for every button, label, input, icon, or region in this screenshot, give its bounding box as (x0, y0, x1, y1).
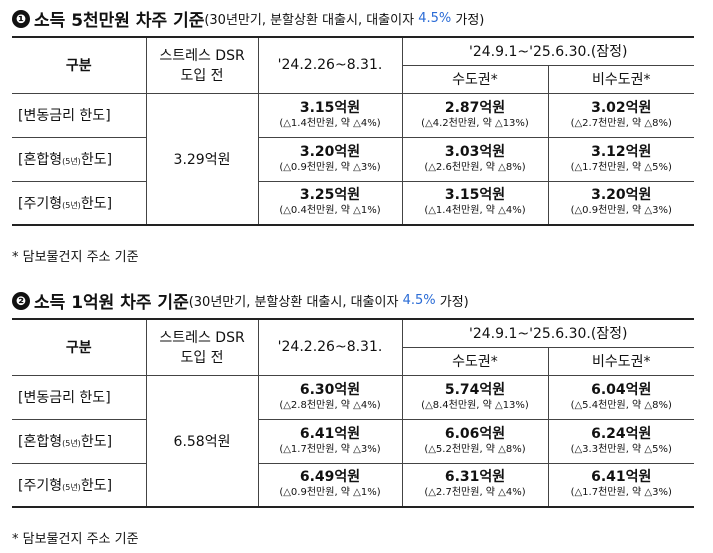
cell-metro: 3.15억원 (△1.4천만원, 약 △4%) (401, 180, 549, 226)
cell-period-1: 6.41억원 (△1.7천만원, 약 △3%) (257, 418, 403, 464)
table-row: [변동금리 한도] 6.58억원 6.30억원 (△2.8천만원, 약 △4%) … (12, 374, 694, 508)
cell-period-1: 3.20억원 (△0.9천만원, 약 △3%) (257, 136, 403, 182)
section-subtitle: (30년만기, 분할상환 대출시, 대출이자 (188, 295, 403, 310)
footnote: * 담보물건지 주소 기준 (12, 532, 139, 547)
header-category: 구분 (12, 318, 147, 376)
section-1: ❶ 소득 5천만원 차주 기준(30년만기, 분할상환 대출시, 대출이자 4.5… (12, 6, 702, 268)
header-period-2: '24.9.1~'25.6.30.(잠정) (401, 36, 694, 66)
header-category: 구분 (12, 36, 147, 94)
row-label: [혼합형(5년)한도] (12, 418, 147, 464)
cell-nonmetro: 6.04억원 (△5.4천만원, 약 △8%) (547, 374, 694, 420)
section-2-heading: ❷ 소득 1억원 차주 기준(30년만기, 분할상환 대출시, 대출이자 4.5%… (12, 288, 469, 314)
cell-metro: 2.87억원 (△4.2천만원, 약 △13%) (401, 92, 549, 138)
cell-period-1: 6.30억원 (△2.8천만원, 약 △4%) (257, 374, 403, 420)
cell-metro: 3.03억원 (△2.6천만원, 약 △8%) (401, 136, 549, 182)
loan-limit-table-1: 구분 스트레스 DSR 도입 전 '24.2.26~8.31. '24.9.1~… (12, 36, 694, 226)
table-row: [혼합형(5년)한도] 3.20억원 (△0.9천만원, 약 △3%) 3.03억… (12, 136, 694, 182)
baseline-value: 6.58억원 (145, 374, 259, 508)
cell-nonmetro: 3.02억원 (△2.7천만원, 약 △8%) (547, 92, 694, 138)
cell-period-1: 3.25억원 (△0.4천만원, 약 △1%) (257, 180, 403, 226)
loan-limit-table-2: 구분 스트레스 DSR 도입 전 '24.2.26~8.31. '24.9.1~… (12, 318, 694, 508)
row-label: [혼합형(5년)한도] (12, 136, 147, 182)
cell-period-1: 3.15억원 (△1.4천만원, 약 △4%) (257, 92, 403, 138)
row-label: [주기형(5년)한도] (12, 180, 147, 226)
footnote: * 담보물건지 주소 기준 (12, 250, 139, 265)
cell-nonmetro: 3.20억원 (△0.9천만원, 약 △3%) (547, 180, 694, 226)
table-row: [주기형(5년)한도] 3.25억원 (△0.4천만원, 약 △1%) 3.15억… (12, 180, 694, 226)
header-period-2: '24.9.1~'25.6.30.(잠정) (401, 318, 694, 348)
section-subtitle: (30년만기, 분할상환 대출시, 대출이자 (204, 13, 419, 28)
table-row: [혼합형(5년)한도] 6.41억원 (△1.7천만원, 약 △3%) 6.06억… (12, 418, 694, 464)
header-pre-dsr: 스트레스 DSR 도입 전 (145, 318, 259, 376)
section-title: 소득 1억원 차주 기준 (34, 293, 189, 313)
cell-metro: 6.06억원 (△5.2천만원, 약 △8%) (401, 418, 549, 464)
cell-period-1: 6.49억원 (△0.9천만원, 약 △1%) (257, 462, 403, 508)
header-period-1: '24.2.26~8.31. (257, 36, 403, 94)
table-row: [주기형(5년)한도] 6.49억원 (△0.9천만원, 약 △1%) 6.31억… (12, 462, 694, 508)
cell-nonmetro: 6.24억원 (△3.3천만원, 약 △5%) (547, 418, 694, 464)
section-number-badge: ❶ (12, 9, 30, 28)
cell-nonmetro: 3.12억원 (△1.7천만원, 약 △5%) (547, 136, 694, 182)
section-1-heading: ❶ 소득 5천만원 차주 기준(30년만기, 분할상환 대출시, 대출이자 4.5… (12, 6, 484, 32)
row-label: [변동금리 한도] (12, 374, 147, 420)
header-period-1: '24.2.26~8.31. (257, 318, 403, 376)
header-metro: 수도권* (402, 64, 549, 94)
header-nonmetro: 비수도권* (547, 64, 694, 94)
interest-rate: 4.5% (418, 11, 452, 26)
header-pre-dsr: 스트레스 DSR 도입 전 (145, 36, 259, 94)
header-nonmetro: 비수도권* (547, 346, 694, 376)
section-title: 소득 5천만원 차주 기준 (34, 11, 205, 31)
header-metro: 수도권* (402, 346, 549, 376)
cell-metro: 6.31억원 (△2.7천만원, 약 △4%) (401, 462, 549, 508)
section-subtitle-tail: 가정) (435, 295, 469, 310)
cell-nonmetro: 6.41억원 (△1.7천만원, 약 △3%) (547, 462, 694, 508)
section-subtitle-tail: 가정) (451, 13, 485, 28)
baseline-value: 3.29억원 (145, 92, 259, 226)
section-2: ❷ 소득 1억원 차주 기준(30년만기, 분할상환 대출시, 대출이자 4.5%… (12, 288, 702, 550)
section-number-badge: ❷ (12, 291, 30, 310)
row-label: [주기형(5년)한도] (12, 462, 147, 508)
row-label: [변동금리 한도] (12, 92, 147, 138)
table-row: [변동금리 한도] 3.29억원 3.15억원 (△1.4천만원, 약 △4%) … (12, 92, 694, 226)
interest-rate: 4.5% (402, 293, 436, 308)
cell-metro: 5.74억원 (△8.4천만원, 약 △13%) (401, 374, 549, 420)
